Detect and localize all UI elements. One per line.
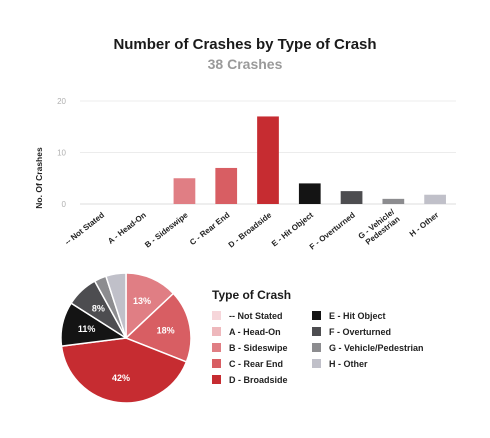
pie-slice bbox=[60, 337, 188, 404]
legend-swatch bbox=[212, 375, 221, 384]
legend-label: H - Other bbox=[329, 359, 368, 369]
legend-swatch bbox=[212, 343, 221, 352]
bar-series bbox=[173, 116, 446, 204]
pie-slice bbox=[124, 292, 192, 363]
legend-label: A - Head-On bbox=[229, 327, 281, 337]
pie-slice-label: 18% bbox=[157, 325, 175, 335]
bar bbox=[215, 167, 238, 204]
legend-label: E - Hit Object bbox=[329, 311, 386, 321]
legend-label: -- Not Stated bbox=[229, 311, 283, 321]
bar bbox=[340, 191, 363, 204]
legend-swatch bbox=[212, 327, 221, 336]
pie-slice-label: 13% bbox=[133, 296, 151, 306]
legend-swatch bbox=[212, 311, 221, 320]
x-tick-label: F - Overturned bbox=[308, 210, 357, 251]
legend-label: C - Rear End bbox=[229, 359, 283, 369]
y-tick-label: 20 bbox=[57, 97, 66, 106]
legend-item: H - Other bbox=[312, 359, 368, 369]
pie-slice-label: 11% bbox=[78, 324, 96, 334]
legend-label: D - Broadside bbox=[229, 375, 288, 385]
legend-label: F - Overturned bbox=[329, 327, 391, 337]
bar bbox=[382, 198, 405, 204]
y-tick-label: 10 bbox=[57, 149, 66, 158]
legend-title: Type of Crash bbox=[212, 288, 291, 302]
legend-item: A - Head-On bbox=[212, 327, 281, 337]
legend-item: C - Rear End bbox=[212, 359, 283, 369]
bar-y-ticks: 0 10 20 bbox=[57, 97, 66, 209]
pie-labels: 13% 18% 42% 11% 8% bbox=[78, 296, 175, 383]
legend-item: B - Sideswipe bbox=[212, 343, 288, 353]
chart-title: Number of Crashes by Type of Crash bbox=[113, 36, 377, 53]
legend-item: D - Broadside bbox=[212, 375, 288, 385]
x-tick-label: D - Broadside bbox=[227, 210, 274, 249]
legend: -- Not Stated A - Head-On B - Sideswipe C -… bbox=[212, 311, 424, 385]
legend-item: -- Not Stated bbox=[212, 311, 283, 321]
x-tick-label: -- Not Stated bbox=[63, 210, 106, 246]
pie-slice-label: 8% bbox=[92, 304, 105, 314]
bar bbox=[257, 116, 279, 204]
pie-slice bbox=[104, 272, 127, 339]
pie-slice-label: 42% bbox=[112, 373, 130, 383]
bar bbox=[298, 183, 321, 204]
legend-item: F - Overturned bbox=[312, 327, 391, 337]
legend-label: B - Sideswipe bbox=[229, 343, 288, 353]
bar bbox=[424, 194, 446, 204]
legend-item: E - Hit Object bbox=[312, 311, 386, 321]
bar bbox=[173, 178, 196, 204]
legend-item: G - Vehicle/Pedestrian bbox=[312, 343, 424, 353]
legend-swatch bbox=[312, 359, 321, 368]
pie-chart bbox=[60, 272, 192, 404]
legend-swatch bbox=[212, 359, 221, 368]
y-tick-label: 0 bbox=[62, 200, 67, 209]
x-tick-label: B - Sideswipe bbox=[143, 210, 190, 249]
legend-swatch bbox=[312, 311, 321, 320]
x-tick-label: A - Head-On bbox=[106, 210, 148, 245]
x-tick-label: G - Vehicle/Pedestrian bbox=[357, 207, 403, 248]
y-axis-label: No. Of Crashes bbox=[34, 147, 44, 209]
legend-swatch bbox=[312, 343, 321, 352]
legend-swatch bbox=[312, 327, 321, 336]
chart-subtitle: 38 Crashes bbox=[207, 56, 283, 72]
x-tick-label: C - Rear End bbox=[188, 210, 231, 247]
legend-label: G - Vehicle/Pedestrian bbox=[329, 343, 424, 353]
x-tick-label: H - Other bbox=[408, 210, 441, 238]
